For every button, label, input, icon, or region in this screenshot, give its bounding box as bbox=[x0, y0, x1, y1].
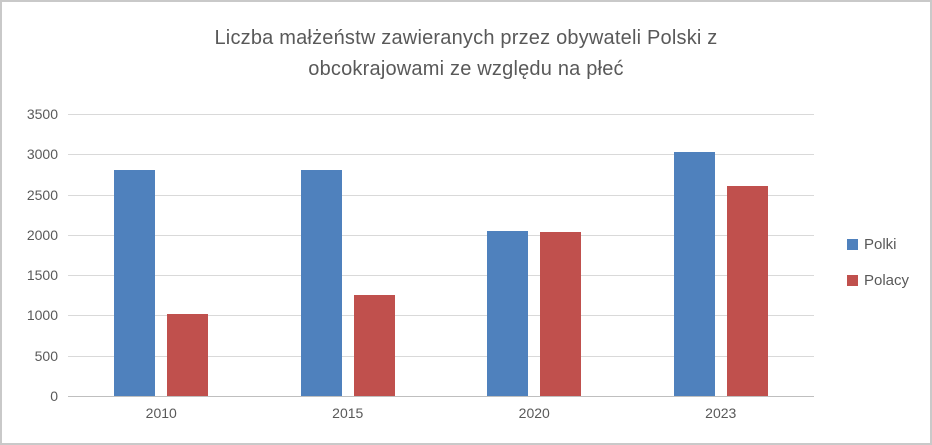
y-tick-2000: 2000 bbox=[26, 226, 58, 243]
bar-polki-2023 bbox=[673, 151, 715, 396]
legend-swatch-icon bbox=[847, 239, 858, 250]
y-tick-2500: 2500 bbox=[26, 186, 58, 203]
bar-polki-2010 bbox=[114, 170, 156, 396]
bar-polacy-2010 bbox=[167, 313, 209, 396]
x-label-2010: 2010 bbox=[145, 405, 177, 421]
bar-polki-2020 bbox=[487, 230, 529, 396]
x-label-2015: 2015 bbox=[332, 405, 364, 421]
y-axis-labels: 0 500 1000 1500 2000 2500 3000 3500 bbox=[2, 106, 58, 404]
legend-label: Polki bbox=[864, 236, 897, 253]
plot-area bbox=[68, 114, 814, 397]
gridline-1500 bbox=[68, 275, 814, 277]
gridline-2000 bbox=[68, 234, 814, 236]
legend: Polki Polacy bbox=[847, 236, 909, 289]
gridline-3500 bbox=[68, 114, 814, 115]
y-tick-0: 0 bbox=[50, 388, 58, 404]
bar-group-2015 bbox=[255, 114, 442, 396]
legend-item-polki: Polki bbox=[847, 236, 909, 253]
bar-group-2010 bbox=[68, 114, 255, 396]
chart-title: Liczba małżeństw zawieranych przez obywa… bbox=[2, 23, 930, 85]
x-label-2020: 2020 bbox=[518, 405, 550, 421]
y-tick-1500: 1500 bbox=[26, 267, 58, 284]
bar-groups bbox=[68, 114, 814, 396]
bar-group-2023 bbox=[628, 114, 815, 396]
gridline-1000 bbox=[68, 315, 814, 317]
bar-group-2020 bbox=[441, 114, 628, 396]
x-axis-labels: 2010 2015 2020 2023 bbox=[68, 405, 814, 421]
chart-title-line2: obcokrajowami ze względu na płeć bbox=[308, 58, 624, 80]
bar-polacy-2015 bbox=[353, 295, 395, 396]
bar-polacy-2020 bbox=[540, 231, 582, 396]
bar-polki-2015 bbox=[300, 170, 342, 396]
gridline-2500 bbox=[68, 194, 814, 196]
legend-label: Polacy bbox=[864, 272, 910, 289]
y-tick-500: 500 bbox=[34, 347, 58, 364]
y-tick-3500: 3500 bbox=[26, 106, 58, 122]
gridline-500 bbox=[68, 355, 814, 357]
chart-title-line1: Liczba małżeństw zawieranych przez obywa… bbox=[214, 27, 718, 49]
bar-polacy-2023 bbox=[726, 185, 768, 396]
gridline-3000 bbox=[68, 154, 814, 156]
y-tick-1000: 1000 bbox=[26, 307, 58, 324]
y-tick-3000: 3000 bbox=[26, 146, 58, 163]
legend-swatch-icon bbox=[847, 275, 858, 286]
legend-item-polacy: Polacy bbox=[847, 272, 909, 289]
x-label-2023: 2023 bbox=[705, 405, 737, 421]
